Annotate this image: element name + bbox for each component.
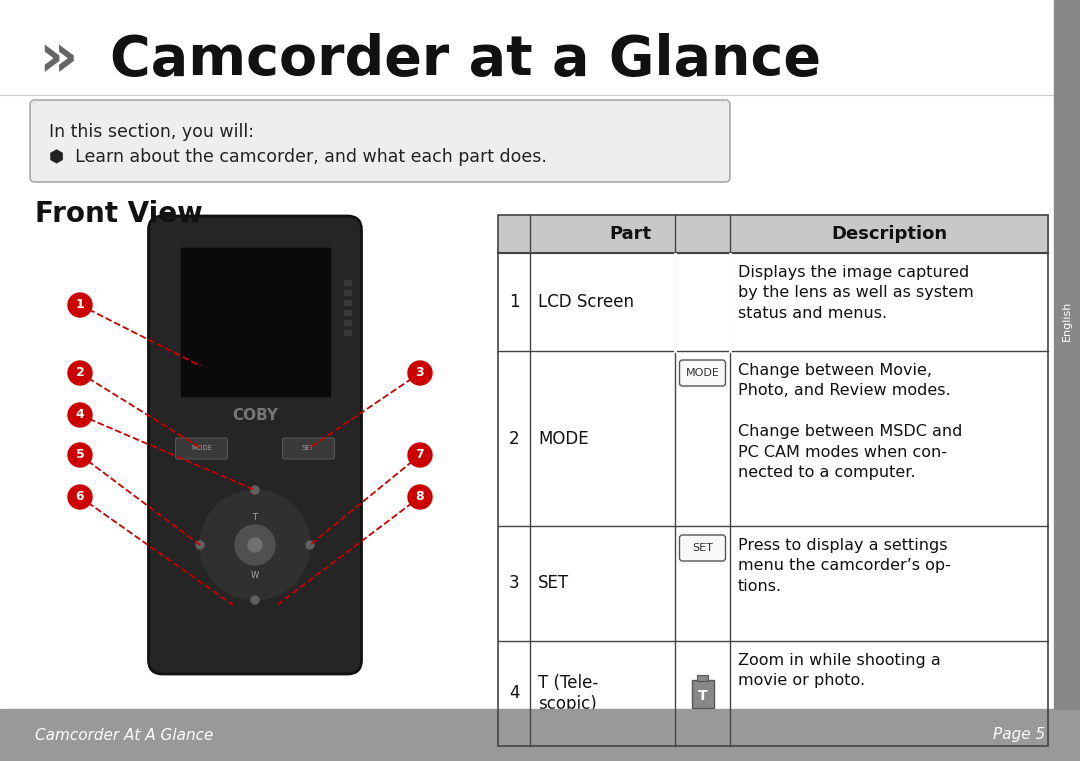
Text: English: English (1062, 301, 1072, 341)
Text: W: W (251, 571, 259, 579)
Bar (343, 330, 351, 335)
Bar (498, 215, 1048, 253)
Bar (1054, 0, 1080, 709)
Bar (343, 310, 351, 315)
Text: COBY: COBY (232, 407, 278, 422)
Text: 6: 6 (76, 491, 84, 504)
Text: 5: 5 (76, 448, 84, 461)
Bar (343, 290, 351, 295)
Text: Page 5: Page 5 (993, 728, 1045, 743)
Circle shape (248, 538, 262, 552)
Circle shape (306, 541, 314, 549)
Bar (691, 680, 714, 708)
Circle shape (235, 525, 275, 565)
Text: Part: Part (609, 225, 651, 243)
FancyBboxPatch shape (175, 438, 228, 459)
FancyBboxPatch shape (679, 535, 726, 561)
Circle shape (68, 293, 92, 317)
Text: Displays the image captured
by the lens as well as system
status and menus.: Displays the image captured by the lens … (738, 265, 974, 321)
Text: 2: 2 (509, 429, 519, 447)
Circle shape (251, 596, 259, 604)
Text: LCD Screen: LCD Screen (538, 293, 634, 311)
Text: Press to display a settings
menu the camcorder’s op-
tions.: Press to display a settings menu the cam… (738, 538, 950, 594)
Text: 4: 4 (76, 409, 84, 422)
Text: 7: 7 (416, 448, 424, 461)
FancyBboxPatch shape (283, 438, 335, 459)
Text: SET: SET (692, 543, 713, 553)
FancyBboxPatch shape (149, 216, 362, 674)
Bar (697, 674, 708, 680)
Text: SET: SET (302, 445, 315, 451)
Text: In this section, you will:: In this section, you will: (49, 123, 254, 141)
Text: »: » (38, 30, 78, 90)
Bar (0, 709, 1080, 761)
Text: 2: 2 (76, 367, 84, 380)
Text: Front View: Front View (35, 200, 203, 228)
Bar (343, 300, 351, 305)
Bar (343, 280, 351, 285)
Text: 4: 4 (509, 684, 519, 702)
Text: Camcorder At A Glance: Camcorder At A Glance (35, 728, 214, 743)
Text: Change between Movie,
Photo, and Review modes.

Change between MSDC and
PC CAM m: Change between Movie, Photo, and Review … (738, 363, 962, 480)
Text: MODE: MODE (686, 368, 719, 378)
Bar (343, 320, 351, 325)
Circle shape (68, 443, 92, 467)
FancyBboxPatch shape (30, 100, 730, 182)
Text: T: T (698, 689, 707, 702)
Text: 3: 3 (416, 367, 424, 380)
Text: 3: 3 (509, 575, 519, 593)
Circle shape (408, 485, 432, 509)
Circle shape (195, 541, 204, 549)
Text: T: T (253, 512, 257, 521)
Text: SET: SET (538, 575, 569, 593)
Text: MODE: MODE (191, 445, 212, 451)
Bar (180, 248, 329, 396)
Circle shape (68, 403, 92, 427)
Circle shape (68, 485, 92, 509)
Text: Zoom in while shooting a
movie or photo.: Zoom in while shooting a movie or photo. (738, 653, 941, 689)
Text: 8: 8 (416, 491, 424, 504)
Text: Camcorder at a Glance: Camcorder at a Glance (110, 33, 821, 87)
Text: 1: 1 (509, 293, 519, 311)
Circle shape (408, 443, 432, 467)
Circle shape (251, 486, 259, 494)
Circle shape (200, 490, 310, 600)
Circle shape (68, 361, 92, 385)
Text: 1: 1 (76, 298, 84, 311)
Bar (498, 215, 1048, 746)
Text: Description: Description (831, 225, 947, 243)
Circle shape (408, 361, 432, 385)
Text: MODE: MODE (538, 429, 589, 447)
Text: ⬢  Learn about the camcorder, and what each part does.: ⬢ Learn about the camcorder, and what ea… (49, 148, 546, 166)
FancyBboxPatch shape (679, 360, 726, 386)
Text: T (Tele-
scopic): T (Tele- scopic) (538, 674, 598, 713)
